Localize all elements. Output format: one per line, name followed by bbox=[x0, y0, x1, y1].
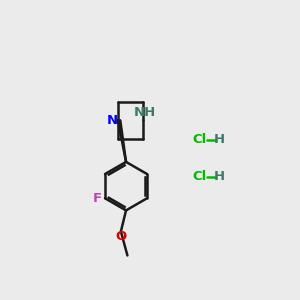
Text: N: N bbox=[106, 114, 118, 127]
Text: NH: NH bbox=[134, 106, 156, 119]
Text: O: O bbox=[115, 230, 127, 243]
Text: F: F bbox=[93, 192, 102, 205]
Text: H: H bbox=[214, 134, 225, 146]
Text: H: H bbox=[214, 170, 225, 183]
Text: Cl: Cl bbox=[193, 170, 207, 183]
Text: Cl: Cl bbox=[193, 134, 207, 146]
